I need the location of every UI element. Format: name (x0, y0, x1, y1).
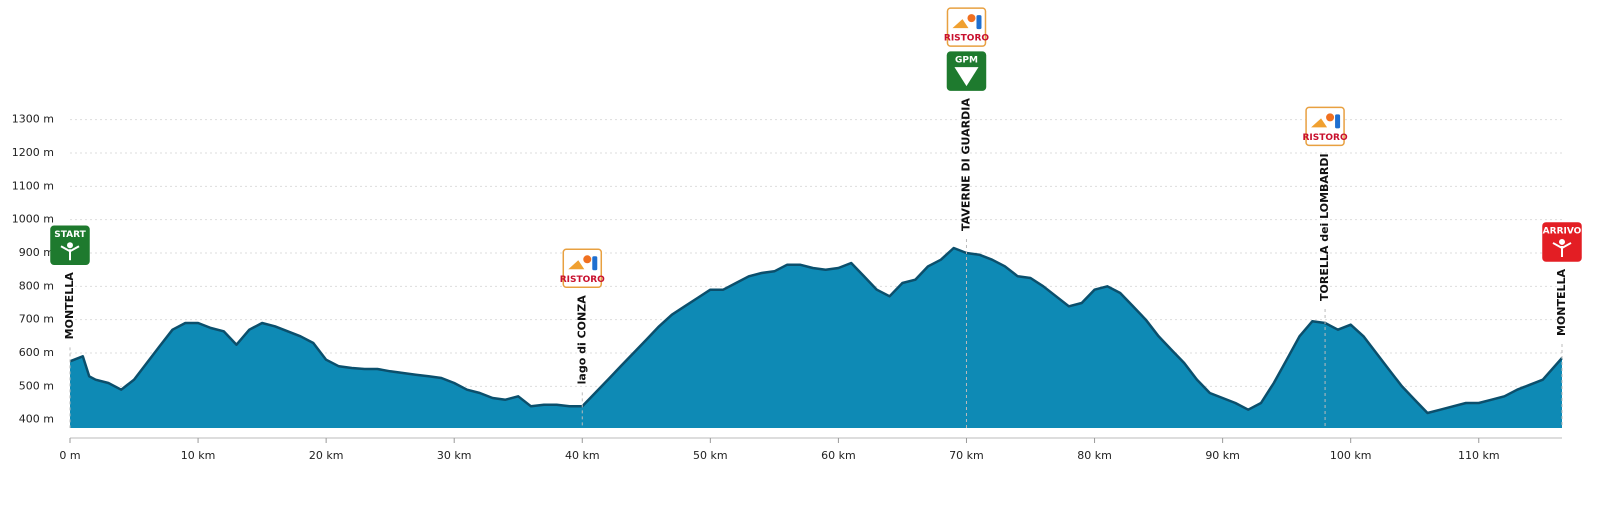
y-tick-label: 900 m (19, 246, 54, 259)
x-tick-label: 40 km (565, 449, 600, 462)
icon-text: START (54, 230, 86, 240)
icon-triangle (954, 67, 979, 87)
icon-rider (60, 245, 80, 261)
icon-arrivo: ARRIVO (1542, 222, 1582, 262)
y-tick-label: 800 m (19, 279, 54, 292)
y-tick-label: 400 m (19, 413, 54, 426)
y-tick-label: 1200 m (12, 146, 54, 159)
icon-slice (1311, 118, 1328, 128)
icon-bottle (1335, 114, 1341, 129)
icon-orange (1326, 113, 1335, 122)
icon-ristoro: RISTORO (1303, 106, 1348, 147)
icon-rider (1552, 242, 1572, 257)
x-tick-label: 0 m (59, 449, 80, 462)
y-tick-label: 1100 m (12, 179, 54, 192)
elevation-line (69, 246, 1563, 415)
x-tick-label: 10 km (181, 449, 216, 462)
icon-text: RISTORO (1303, 133, 1348, 143)
icon-gpm: GPM (946, 51, 987, 91)
icon-rider-head (1559, 238, 1565, 245)
annotation-label: TAVERNE DI GUARDIA (959, 98, 972, 231)
annotation-label: TORELLA dei LOMBARDI (1318, 153, 1331, 301)
icon-text: RISTORO (944, 34, 989, 44)
icon-text: GPM (955, 56, 978, 66)
x-tick-label: 60 km (821, 449, 856, 462)
y-tick-label: 1300 m (12, 113, 54, 126)
annotation-label: lago di CONZA (575, 295, 588, 385)
icon-bottle (592, 256, 598, 271)
icon-bottle (976, 15, 982, 30)
y-tick-label: 500 m (19, 379, 54, 392)
x-tick-label: 30 km (437, 449, 472, 462)
x-tick-label: 110 km (1458, 449, 1500, 462)
icon-orange (583, 255, 592, 264)
elevation-area (70, 248, 1562, 428)
y-tick-label: 700 m (19, 313, 54, 326)
x-tick-label: 100 km (1330, 449, 1372, 462)
y-tick-label: 1000 m (12, 213, 54, 226)
icon-ristoro: RISTORO (560, 248, 605, 289)
icon-slice (952, 19, 969, 29)
icon-slice (568, 260, 585, 270)
x-tick-label: 70 km (949, 449, 984, 462)
y-tick-label: 600 m (19, 346, 54, 359)
annotation-label: MONTELLA (1555, 268, 1568, 336)
x-tick-label: 80 km (1077, 449, 1112, 462)
icon-orange (967, 14, 976, 23)
icon-text: ARRIVO (1543, 226, 1582, 236)
annotation-label: MONTELLA (63, 272, 76, 340)
icon-start: START (50, 225, 90, 266)
icon-text: RISTORO (560, 275, 605, 285)
icon-ristoro: RISTORO (944, 7, 989, 47)
x-tick-label: 90 km (1205, 449, 1240, 462)
icon-rider-head (67, 242, 73, 249)
x-tick-label: 20 km (309, 449, 344, 462)
x-tick-label: 50 km (693, 449, 728, 462)
